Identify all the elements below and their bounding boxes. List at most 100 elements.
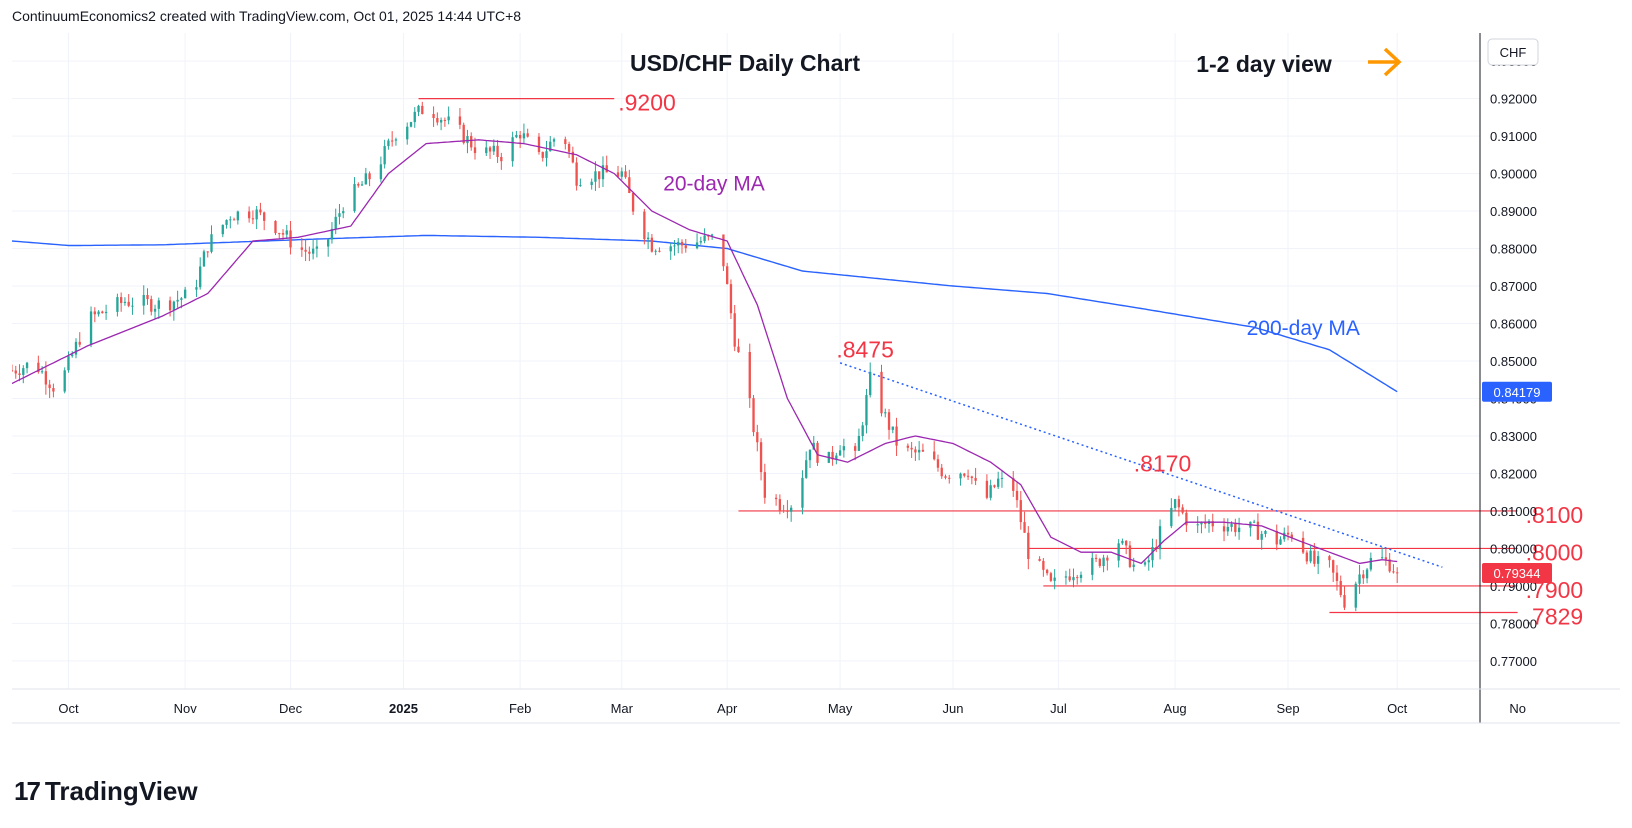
- candle: [353, 177, 356, 213]
- y-tick-label: 0.87000: [1490, 279, 1537, 294]
- candle: [1237, 517, 1241, 540]
- candle: [865, 388, 868, 434]
- candle: [97, 310, 100, 317]
- peak-label: .8475: [836, 336, 894, 362]
- candle: [304, 239, 307, 262]
- candle: [1128, 541, 1132, 569]
- candle: [157, 297, 160, 319]
- candle: [247, 206, 251, 223]
- level-label: .7829: [1526, 604, 1584, 630]
- candle: [1158, 519, 1162, 560]
- candle: [966, 469, 970, 480]
- candle: [25, 361, 29, 374]
- level-label: .9200: [618, 90, 676, 116]
- candle: [887, 408, 891, 440]
- candle: [963, 472, 966, 478]
- y-tick-label: 0.83000: [1490, 429, 1537, 444]
- x-tick-label: Mar: [611, 701, 634, 716]
- candle: [1181, 504, 1184, 515]
- candle: [394, 137, 398, 146]
- candle: [1106, 555, 1109, 571]
- price-chart-svg[interactable]: .9200.8100.8000.7900.7829.8475.817020-da…: [12, 33, 1620, 753]
- candle: [1072, 568, 1075, 588]
- candle: [891, 426, 894, 434]
- candle: [12, 364, 14, 372]
- candle: [1064, 570, 1068, 585]
- x-tick-label: Aug: [1164, 701, 1187, 716]
- candle: [1177, 495, 1181, 517]
- candle: [199, 257, 202, 290]
- candle: [1392, 564, 1395, 574]
- candle: [616, 165, 620, 178]
- candle: [985, 474, 989, 500]
- candle: [522, 123, 526, 144]
- candle: [654, 249, 657, 256]
- x-tick-label: Oct: [1387, 701, 1408, 716]
- candle: [993, 484, 996, 489]
- candle: [699, 236, 702, 245]
- tradingview-logo: 17 TradingView: [14, 776, 198, 806]
- candle: [997, 471, 1000, 489]
- x-tick-label: No: [1509, 701, 1526, 716]
- candle: [1380, 547, 1384, 559]
- candle: [104, 304, 108, 320]
- currency-label[interactable]: CHF: [1487, 38, 1539, 66]
- candle: [417, 104, 420, 117]
- candle: [1015, 481, 1019, 508]
- peak-label: .8170: [1134, 451, 1192, 477]
- candle: [869, 362, 872, 398]
- candle: [150, 295, 153, 316]
- chart-title: USD/CHF Daily Chart: [630, 50, 860, 76]
- candle: [251, 210, 255, 225]
- last-price-tag: 0.79344: [1482, 563, 1552, 584]
- candle: [1027, 526, 1030, 570]
- candle: [601, 156, 605, 188]
- candle: [153, 304, 157, 319]
- candle: [537, 133, 541, 155]
- candle: [500, 152, 503, 170]
- candle: [853, 442, 857, 461]
- candle: [650, 233, 654, 253]
- candle: [1226, 518, 1229, 536]
- candle: [1290, 531, 1293, 542]
- y-tick-label: 0.85000: [1490, 354, 1537, 369]
- candle: [801, 470, 804, 515]
- x-tick-label: May: [828, 701, 853, 716]
- candle: [1042, 557, 1045, 577]
- candle: [861, 421, 864, 442]
- candle: [142, 285, 145, 315]
- x-tick-label: Oct: [58, 701, 79, 716]
- candle: [673, 240, 676, 256]
- ma200-line: [12, 234, 1398, 393]
- candle: [759, 438, 763, 481]
- candle: [1098, 557, 1101, 568]
- y-tick-label: 0.91000: [1490, 129, 1537, 144]
- candle: [432, 106, 435, 127]
- candle: [643, 208, 646, 245]
- chart-area[interactable]: .9200.8100.8000.7900.7829.8475.8170 20-da…: [12, 33, 1620, 753]
- candle: [1316, 551, 1320, 575]
- candle: [338, 203, 341, 225]
- candle: [790, 505, 793, 522]
- ma200-layer: [12, 234, 1398, 393]
- currency-label-text: CHF: [1500, 45, 1527, 60]
- candle: [195, 279, 198, 297]
- candle: [496, 139, 499, 163]
- y-tick-label: 0.78000: [1490, 616, 1537, 631]
- candle: [330, 222, 334, 244]
- ma20-line: [12, 139, 1398, 565]
- candle: [541, 151, 544, 162]
- candle: [526, 128, 529, 138]
- candle: [1343, 585, 1346, 610]
- trendline-layer: [839, 362, 1443, 568]
- candle: [383, 139, 386, 169]
- candle: [413, 107, 416, 128]
- candle: [263, 211, 266, 231]
- candle: [774, 494, 778, 506]
- candle: [40, 366, 44, 374]
- candle: [763, 463, 766, 504]
- ma200-price-tag: 0.84179: [1482, 381, 1552, 402]
- candle: [1196, 516, 1199, 533]
- y-tick-label: 0.80000: [1490, 541, 1537, 556]
- candle: [1275, 524, 1278, 551]
